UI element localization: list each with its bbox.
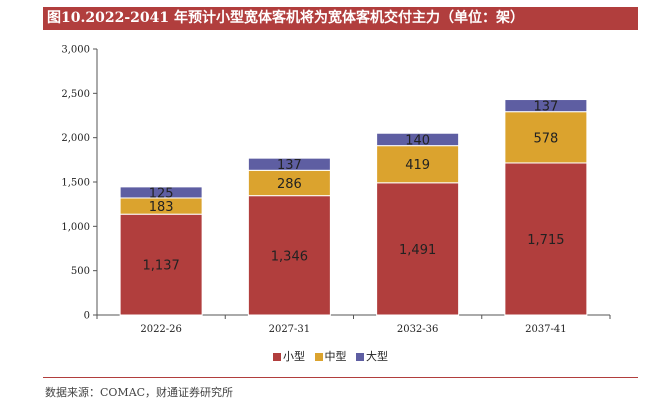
data-label: 137 [277, 158, 302, 173]
bar-segment-large [504, 99, 588, 113]
bar-segment-medium [504, 111, 588, 164]
data-label: 1,491 [399, 243, 436, 258]
data-label: 137 [533, 100, 558, 115]
data-label: 1,346 [271, 249, 308, 264]
legend-item-large: 大型 [356, 348, 388, 364]
chart-bars [119, 99, 588, 316]
data-label: 419 [405, 158, 430, 173]
y-tick-label: 2,500 [61, 89, 90, 100]
y-tick-label: 1,500 [61, 178, 90, 189]
bar-segment-medium [376, 145, 460, 184]
x-tick-label: 2027-31 [269, 324, 311, 335]
chart-legend: 小型 中型 大型 [0, 348, 661, 364]
x-tick-label: 2032-36 [397, 324, 439, 335]
data-label: 286 [277, 177, 302, 192]
bar-segment-medium [247, 169, 331, 197]
legend-label-small: 小型 [283, 350, 305, 363]
legend-swatch-small [273, 353, 281, 361]
bar-segment-small [504, 162, 588, 316]
bar-segment-large [247, 157, 331, 171]
data-label: 1,137 [143, 259, 180, 274]
legend-item-small: 小型 [273, 348, 305, 364]
legend-label-large: 大型 [366, 350, 388, 363]
y-tick-label: 500 [71, 266, 90, 277]
y-tick-label: 3,000 [61, 45, 90, 56]
legend-item-medium: 中型 [314, 348, 347, 364]
y-tick-label: 0 [84, 311, 90, 322]
bar-segment-large [119, 186, 203, 199]
legend-swatch-large [356, 353, 364, 361]
x-tick-label: 2037-41 [525, 324, 567, 335]
source-divider [43, 377, 638, 378]
source-note: 数据来源：COMAC，财通证券研究所 [45, 386, 234, 399]
bar-segment-small [376, 182, 460, 316]
bar-segment-small [119, 213, 203, 316]
x-tick-label: 2022-26 [140, 324, 182, 335]
legend-label-medium: 中型 [324, 350, 347, 363]
bar-segment-large [376, 132, 460, 147]
data-label: 183 [149, 200, 174, 215]
legend-swatch-medium [314, 353, 323, 361]
data-label: 1,715 [527, 233, 564, 248]
y-tick-label: 1,000 [61, 222, 90, 233]
data-label: 125 [149, 186, 174, 201]
chart-title: 图10.2022-2041 年预计小型宽体客机将为宽体客机交付主力（单位：架） [43, 7, 638, 30]
y-tick-label: 2,000 [61, 133, 90, 144]
data-label: 140 [405, 133, 430, 148]
data-label: 578 [533, 131, 558, 146]
bar-segment-small [247, 195, 331, 316]
